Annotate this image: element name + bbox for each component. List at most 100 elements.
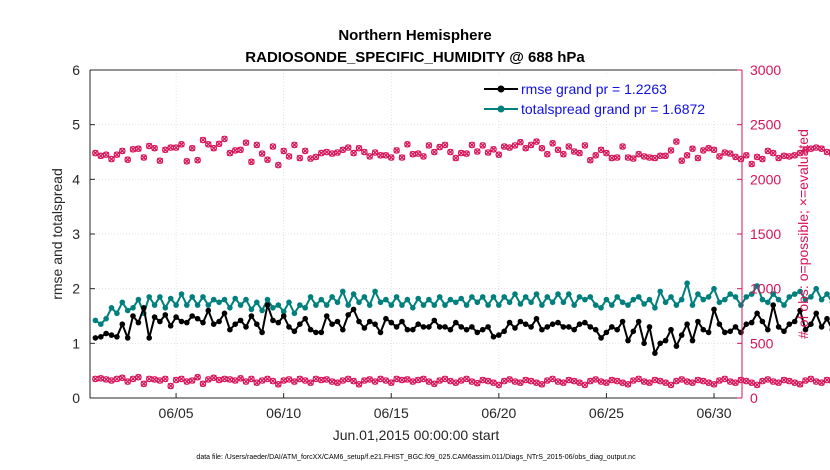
rmse-point-28 <box>243 324 249 330</box>
legend-label-totalspread: totalspread grand pr = 1.6872 <box>521 101 705 117</box>
rmse-point-113 <box>700 326 707 333</box>
obs-possible-marker-80 <box>522 144 530 152</box>
obs-evaluated-marker-79 <box>517 379 524 387</box>
totalspread-point-90 <box>576 294 583 300</box>
rmse-point-106 <box>662 337 669 344</box>
obs-possible-marker-20 <box>199 136 207 144</box>
rmse-point-81 <box>528 324 534 330</box>
obs-possible-marker-87 <box>560 150 567 158</box>
totalspread-point-110 <box>684 280 690 287</box>
totalspread-point-49 <box>356 299 362 306</box>
obs-possible-marker-41 <box>312 153 320 161</box>
rmse-point-56 <box>393 324 400 330</box>
totalspread-point-36 <box>286 299 292 306</box>
totalspread-point-73 <box>485 302 491 308</box>
totalspread-point-93 <box>592 302 599 308</box>
rmse-point-38 <box>297 321 303 328</box>
totalspread-point-83 <box>539 302 545 308</box>
rmse-point-61 <box>420 324 427 330</box>
totalspread-point-98 <box>619 299 626 306</box>
totalspread-point-30 <box>253 299 260 306</box>
rmse-point-31 <box>259 329 265 336</box>
obs-evaluated-marker-27 <box>237 374 244 382</box>
obs-possible-marker-86 <box>554 146 562 154</box>
totalspread-point-124 <box>759 296 766 303</box>
obs-evaluated-marker-134 <box>812 378 820 385</box>
obs-possible-marker-22 <box>210 144 218 152</box>
totalspread-point-25 <box>227 305 233 311</box>
rmse-point-64 <box>436 324 443 330</box>
rmse-point-17 <box>184 319 190 326</box>
rmse-point-65 <box>442 324 448 330</box>
rmse-point-91 <box>582 319 588 326</box>
rmse-point-49 <box>356 318 362 325</box>
totalspread-point-72 <box>479 294 486 300</box>
totalspread-point-46 <box>340 288 346 295</box>
obs-possible-marker-75 <box>495 151 503 159</box>
x-axis-label: Jun.01,2015 00:00:00 start <box>333 427 500 443</box>
data-file-footnote: data file: /Users/raeder/DAI/ATM_forcXX/… <box>196 454 636 461</box>
obs-evaluated-marker-71 <box>473 379 481 387</box>
totalspread-point-80 <box>522 294 529 300</box>
rmse-point-77 <box>506 319 513 326</box>
totalspread-point-59 <box>410 305 416 311</box>
obs-possible-marker-123 <box>753 153 761 161</box>
totalspread-point-45 <box>334 299 341 306</box>
totalspread-point-135 <box>818 296 825 303</box>
totalspread-point-34 <box>275 302 282 308</box>
rmse-point-53 <box>377 329 384 336</box>
obs-evaluated-marker-19 <box>194 373 201 381</box>
totalspread-point-79 <box>517 301 524 307</box>
obs-evaluated-marker-99 <box>624 380 632 388</box>
totalspread-point-134 <box>813 285 819 292</box>
obs-evaluated-marker-136 <box>823 376 830 384</box>
rmse-point-104 <box>652 350 658 357</box>
obs-possible-marker-111 <box>689 145 696 153</box>
rmse-point-45 <box>334 318 341 325</box>
obs-possible-marker-3 <box>108 155 115 163</box>
totalspread-point-81 <box>528 299 534 306</box>
obs-possible-marker-17 <box>183 158 191 165</box>
rmse-point-70 <box>469 324 475 330</box>
rmse-point-127 <box>775 324 782 330</box>
rmse-point-58 <box>404 326 411 333</box>
rmse-point-42 <box>318 329 325 336</box>
totalspread-point-116 <box>716 299 723 306</box>
obs-evaluated-marker-37 <box>291 378 298 385</box>
rmse-point-43 <box>323 313 330 319</box>
obs-possible-marker-70 <box>468 141 476 149</box>
rmse-point-62 <box>426 324 432 330</box>
obs-evaluated-marker-33 <box>269 377 277 385</box>
totalspread-point-20 <box>200 294 206 300</box>
totalspread-point-120 <box>738 302 744 308</box>
x-tick-label-0: 06/05 <box>159 405 194 421</box>
rmse-point-114 <box>705 329 712 336</box>
rmse-point-25 <box>227 326 233 333</box>
totalspread-line <box>94 282 830 326</box>
rmse-point-136 <box>824 315 830 322</box>
obs-possible-series <box>92 135 830 169</box>
obs-possible-marker-27 <box>237 146 244 154</box>
obs-possible-marker-28 <box>242 139 250 147</box>
rmse-point-12 <box>157 318 163 325</box>
rmse-point-6 <box>124 335 131 341</box>
totalspread-point-41 <box>313 302 319 308</box>
totalspread-point-78 <box>512 291 518 297</box>
rmse-point-109 <box>678 332 685 338</box>
obs-possible-marker-116 <box>716 153 723 160</box>
rmse-point-50 <box>361 325 368 331</box>
totalspread-point-118 <box>727 291 733 297</box>
rmse-point-79 <box>517 318 524 325</box>
rmse-point-23 <box>216 318 222 325</box>
rmse-point-128 <box>781 328 787 335</box>
legend: rmse grand pr = 1.2263 totalspread grand… <box>478 76 740 120</box>
obs-possible-marker-124 <box>759 155 766 163</box>
rmse-point-88 <box>566 324 572 330</box>
rmse-point-76 <box>501 328 508 335</box>
rmse-point-119 <box>732 324 739 330</box>
rmse-point-123 <box>754 310 760 317</box>
obs-possible-marker-34 <box>274 161 282 169</box>
totalspread-point-86 <box>555 291 561 297</box>
y-right-tick-label-1: 500 <box>750 335 774 351</box>
